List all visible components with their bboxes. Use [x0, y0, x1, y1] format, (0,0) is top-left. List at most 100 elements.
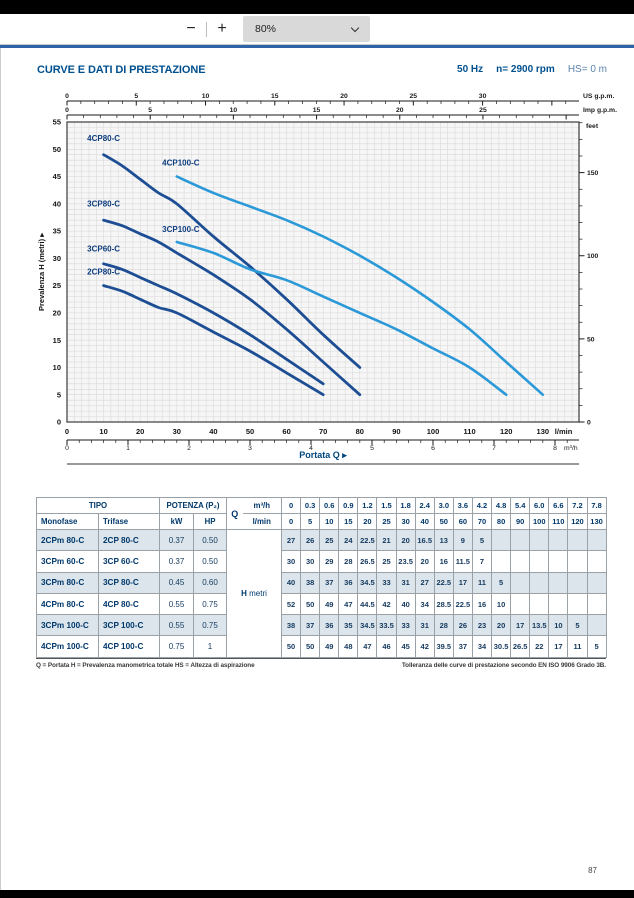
svg-text:0: 0	[65, 445, 69, 452]
head-value: 38	[280, 614, 302, 637]
head-value	[529, 528, 550, 552]
pump-model-trifase: 4CP 80-C	[98, 592, 160, 616]
head-value: 11	[471, 571, 493, 594]
svg-text:55: 55	[53, 118, 61, 127]
pump-model-trifase: 3CP 100-C	[98, 614, 160, 637]
q-m3h-value: 0.3	[300, 497, 321, 514]
table-row: 2CPm 80-C 2CP 80-C 0.37 0.50 H metri 27 26 25 24…	[36, 528, 607, 658]
head-value: 37	[452, 635, 473, 658]
head-value	[491, 550, 512, 573]
head-value: 26.5	[357, 550, 378, 573]
q-m3h-value: 6.6	[548, 497, 569, 514]
curve-4CP80-C	[102, 153, 362, 369]
svg-text:10: 10	[202, 93, 210, 100]
svg-text:20: 20	[340, 93, 348, 100]
q-m3h-value: 7.2	[567, 497, 588, 514]
head-value	[586, 550, 607, 573]
pump-model-trifase: 2CP 80-C	[98, 528, 160, 552]
zoom-in-button[interactable]: +	[211, 18, 233, 40]
curve-label-4CP100-C: 4CP100-C	[162, 159, 200, 168]
svg-text:15: 15	[53, 336, 61, 345]
head-value: 47	[338, 592, 359, 616]
head-value: 11.5	[452, 550, 473, 573]
head-value: 48	[338, 635, 359, 658]
head-value	[548, 571, 569, 594]
head-value: 49	[319, 635, 340, 658]
col-header-trifase: Trifase	[98, 513, 160, 530]
head-value	[548, 550, 569, 573]
head-value	[510, 592, 531, 616]
svg-text:5: 5	[57, 390, 61, 399]
head-value: 17	[452, 571, 473, 594]
head-value: 31	[414, 614, 435, 637]
q-lmin-value: 10	[319, 513, 340, 530]
curve-3CP100-C	[175, 240, 508, 396]
head-value: 47	[357, 635, 378, 658]
q-lmin-value: 110	[548, 513, 569, 530]
head-value: 23.5	[395, 550, 416, 573]
head-value: 22.5	[452, 592, 473, 616]
power-hp: 0.50	[193, 528, 227, 552]
head-value	[586, 528, 607, 552]
head-value: 30	[280, 550, 302, 573]
head-value: 22	[529, 635, 550, 658]
lmin-unit: l/min	[555, 427, 573, 436]
pump-model-monofase: 4CPm 100-C	[36, 635, 99, 658]
window-bottom-bar	[0, 890, 634, 898]
svg-text:25: 25	[410, 93, 418, 100]
head-value: 17	[510, 614, 531, 637]
head-value	[510, 550, 531, 573]
zoom-controls: − + 80%	[180, 16, 370, 42]
head-value: 21	[376, 528, 397, 552]
head-value: 37	[300, 614, 321, 637]
suction-head-label: HS= 0 m	[567, 64, 607, 75]
head-value: 24	[338, 528, 359, 552]
pump-model-monofase: 4CPm 80-C	[36, 592, 99, 616]
head-value: 22.5	[357, 528, 378, 552]
toolbar-divider	[206, 21, 207, 37]
head-value	[586, 592, 607, 616]
frequency-label: 50 Hz	[457, 64, 484, 75]
head-value: 16	[471, 592, 493, 616]
svg-text:70: 70	[319, 427, 327, 436]
svg-text:40: 40	[209, 427, 217, 436]
head-value: 31	[395, 571, 416, 594]
h-metri-label: H metri	[226, 529, 282, 658]
q-lmin-value: 30	[395, 513, 416, 530]
head-value	[510, 571, 531, 594]
m3h-unit: m³/h	[564, 445, 578, 452]
curve-2CP80-C	[102, 284, 325, 397]
head-value: 36	[319, 614, 340, 637]
q-m3h-value: 1.2	[357, 497, 378, 514]
curve-label-2CP80-C: 2CP80-C	[87, 268, 120, 277]
head-value: 13.5	[529, 614, 550, 637]
zoom-out-button[interactable]: −	[180, 18, 202, 40]
head-value: 28	[338, 550, 359, 573]
q-lmin-value: 20	[357, 513, 378, 530]
svg-text:30: 30	[173, 427, 181, 436]
svg-text:1: 1	[126, 445, 130, 452]
head-value: 10	[548, 614, 569, 637]
chevron-down-icon	[350, 23, 360, 32]
power-hp: 1	[193, 635, 227, 658]
svg-text:100: 100	[427, 427, 440, 436]
power-kw: 0.45	[159, 571, 194, 594]
q-lmin-value: 25	[376, 513, 397, 530]
curve-label-3CP60-C: 3CP60-C	[87, 244, 120, 253]
head-value: 29	[319, 550, 340, 573]
svg-text:25: 25	[53, 281, 61, 290]
performance-chart: 0 5 10 15 20 25 30 US g.p.m.0 5 10 15 20 25 Imp g.p.m…	[37, 93, 617, 465]
table-row: 3CPm 60-C 3CP 60-C 0.37 0.50 30 30 29 28 26.5 25 2…	[36, 550, 607, 573]
svg-text:90: 90	[392, 427, 400, 436]
window-top-bar	[0, 0, 634, 14]
col-header-lmin: l/min	[242, 513, 282, 530]
operating-specs: 50 Hz n= 2900 rpm HS= 0 m	[457, 64, 607, 75]
head-value: 33	[395, 614, 416, 637]
zoom-level-select[interactable]: 80%	[243, 16, 370, 42]
head-value: 52	[280, 592, 302, 616]
q-lmin-value: 100	[529, 513, 550, 530]
power-kw: 0.37	[159, 550, 194, 573]
head-value	[510, 528, 531, 552]
q-lmin-value: 15	[338, 513, 359, 530]
col-header-kw: kW	[159, 513, 194, 530]
